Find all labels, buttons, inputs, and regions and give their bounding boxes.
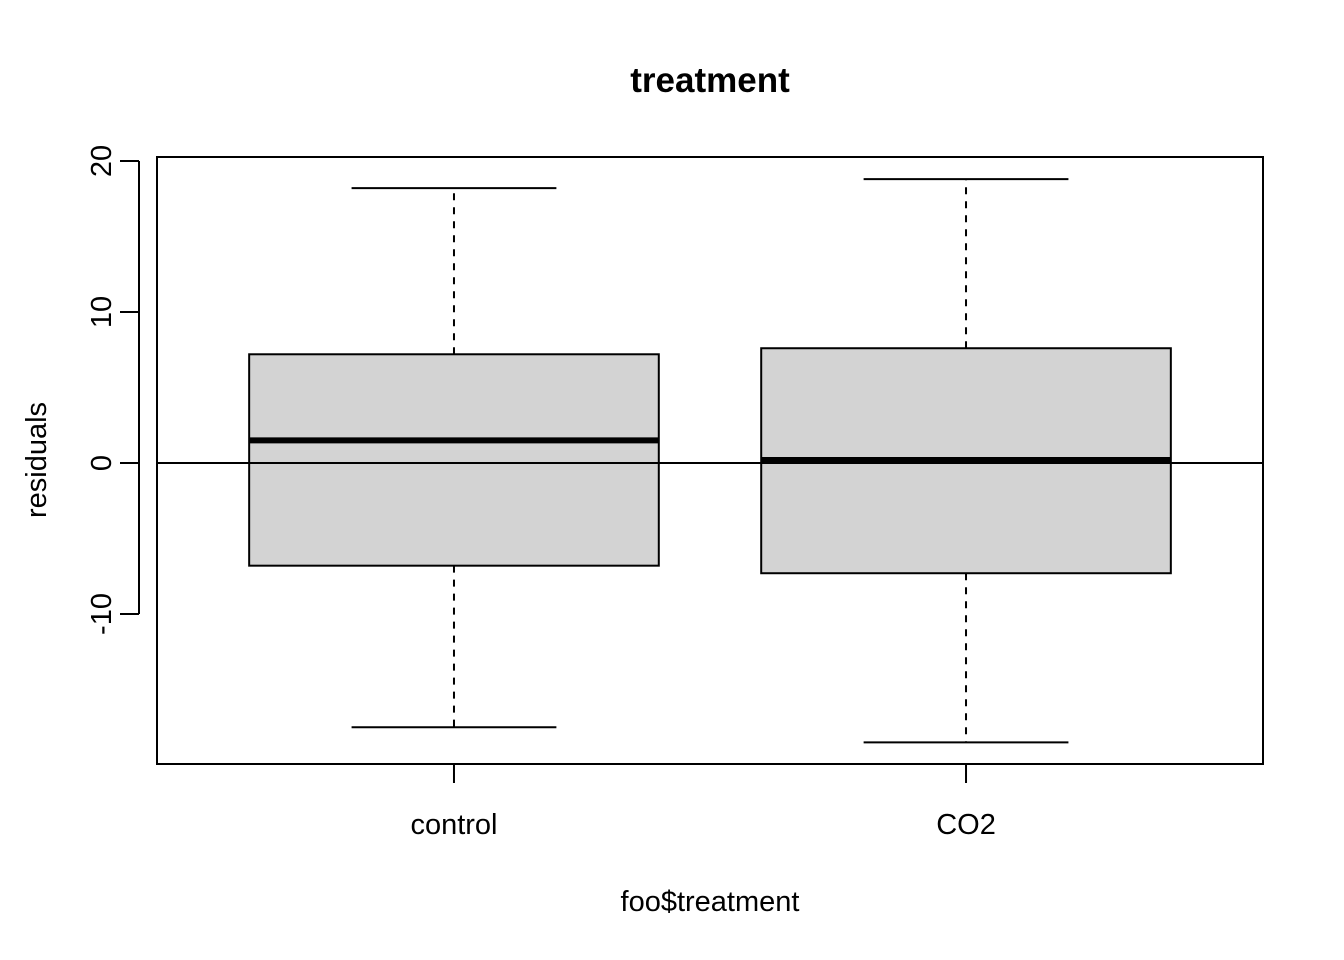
boxes-group	[248, 178, 1172, 744]
y-tick-label: 10	[86, 296, 118, 328]
y-axis: -10 0 10 20	[86, 145, 140, 635]
y-tick-label: -10	[86, 593, 118, 635]
y-tick-label: 20	[86, 145, 118, 177]
box-CO2	[760, 178, 1172, 744]
x-tick-label: CO2	[936, 809, 996, 841]
box-rect	[248, 353, 660, 567]
plot-frame	[156, 156, 1264, 765]
x-tick-label: control	[410, 809, 497, 841]
x-axis-label: foo$treatment	[621, 886, 800, 918]
x-axis: control CO2	[410, 764, 996, 841]
chart-title: treatment	[630, 61, 790, 100]
box-control	[248, 187, 660, 729]
y-tick-label: 0	[86, 455, 118, 471]
y-axis-label: residuals	[21, 402, 53, 518]
